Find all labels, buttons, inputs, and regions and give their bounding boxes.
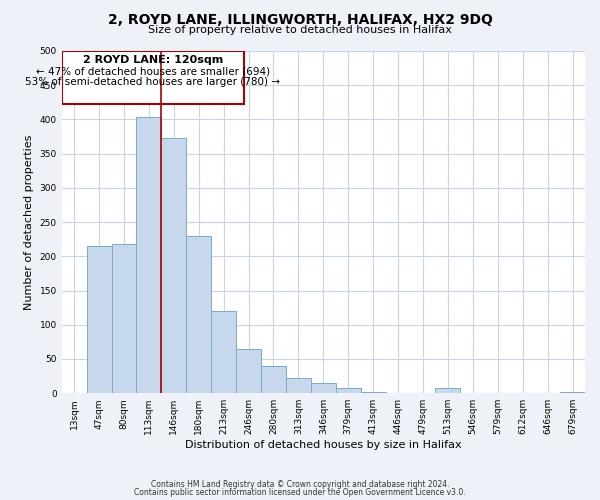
Bar: [211, 311, 236, 393]
Bar: [336, 388, 361, 393]
Bar: [436, 388, 460, 393]
Text: Size of property relative to detached houses in Halifax: Size of property relative to detached ho…: [148, 25, 452, 35]
Bar: [186, 236, 211, 393]
Bar: [236, 348, 261, 393]
Text: 2, ROYD LANE, ILLINGWORTH, HALIFAX, HX2 9DQ: 2, ROYD LANE, ILLINGWORTH, HALIFAX, HX2 …: [107, 12, 493, 26]
Text: 2 ROYD LANE: 120sqm: 2 ROYD LANE: 120sqm: [83, 55, 223, 65]
Bar: [161, 138, 186, 393]
Bar: [286, 378, 311, 393]
Bar: [261, 366, 286, 393]
X-axis label: Distribution of detached houses by size in Halifax: Distribution of detached houses by size …: [185, 440, 461, 450]
Bar: [112, 244, 136, 393]
Y-axis label: Number of detached properties: Number of detached properties: [24, 134, 34, 310]
Text: Contains HM Land Registry data © Crown copyright and database right 2024.: Contains HM Land Registry data © Crown c…: [151, 480, 449, 489]
Text: ← 47% of detached houses are smaller (694): ← 47% of detached houses are smaller (69…: [35, 66, 269, 76]
Bar: [361, 392, 386, 393]
Bar: [86, 246, 112, 393]
Bar: [62, 51, 244, 104]
Bar: [311, 383, 336, 393]
Bar: [560, 392, 585, 393]
Bar: [136, 118, 161, 393]
Text: 53% of semi-detached houses are larger (780) →: 53% of semi-detached houses are larger (…: [25, 77, 280, 87]
Text: Contains public sector information licensed under the Open Government Licence v3: Contains public sector information licen…: [134, 488, 466, 497]
